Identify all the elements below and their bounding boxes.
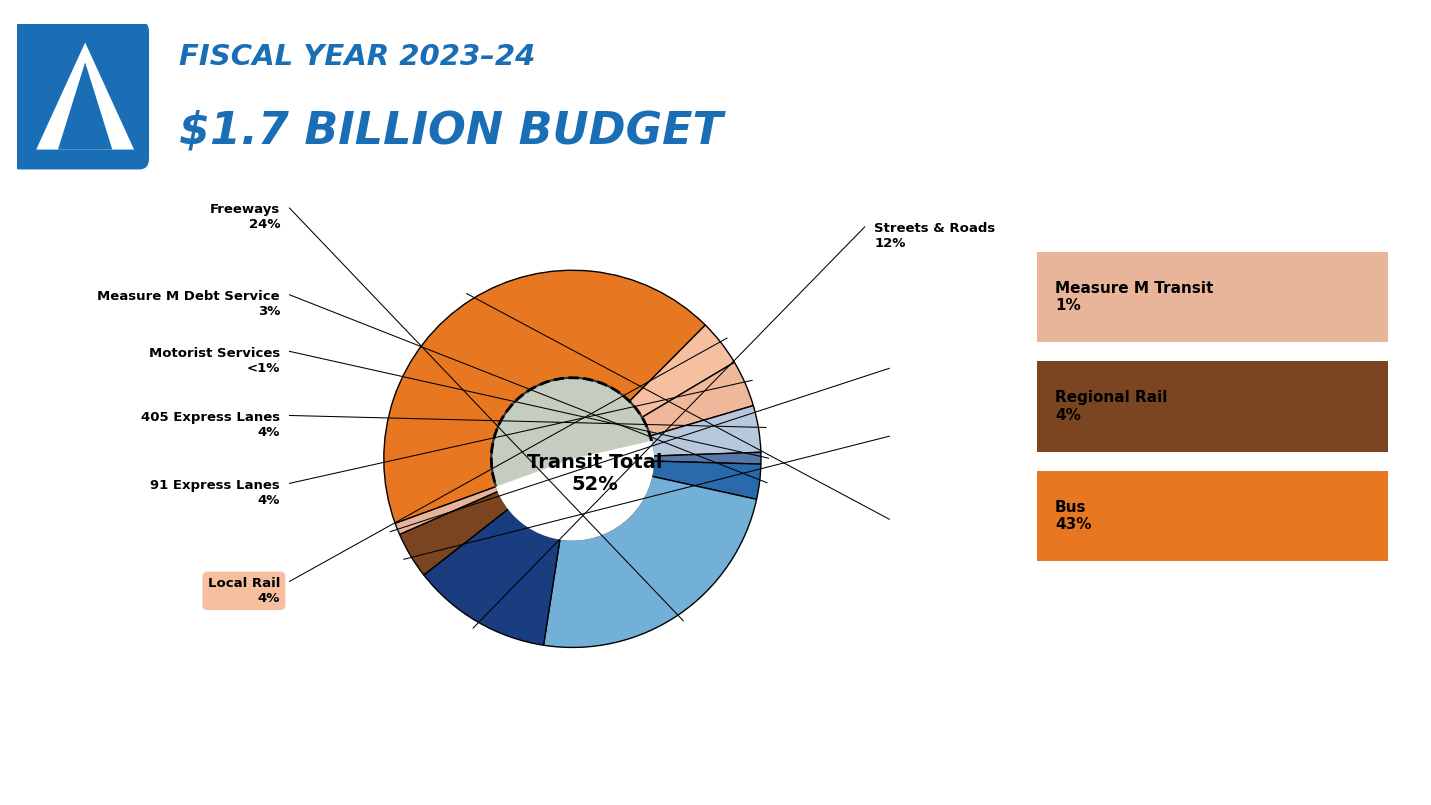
FancyBboxPatch shape xyxy=(10,21,149,169)
Text: $1.7 BILLION BUDGET: $1.7 BILLION BUDGET xyxy=(179,109,723,152)
Polygon shape xyxy=(36,43,135,150)
FancyBboxPatch shape xyxy=(1037,361,1388,452)
Wedge shape xyxy=(384,270,705,523)
Text: Measure M Transit
1%: Measure M Transit 1% xyxy=(1055,281,1213,313)
Text: 405 Express Lanes
4%: 405 Express Lanes 4% xyxy=(140,411,280,439)
Wedge shape xyxy=(651,461,761,499)
Polygon shape xyxy=(57,62,112,150)
Text: Streets & Roads
12%: Streets & Roads 12% xyxy=(874,222,996,250)
Wedge shape xyxy=(544,477,757,647)
Wedge shape xyxy=(424,509,560,646)
FancyBboxPatch shape xyxy=(1037,471,1388,561)
Text: Bus
43%: Bus 43% xyxy=(1055,500,1092,532)
Text: OCTA: OCTA xyxy=(60,155,110,172)
Wedge shape xyxy=(491,378,651,486)
Circle shape xyxy=(491,378,654,540)
Wedge shape xyxy=(650,406,761,456)
Text: Transit Total
52%: Transit Total 52% xyxy=(527,453,663,494)
Wedge shape xyxy=(630,325,734,417)
Text: Local Rail
4%: Local Rail 4% xyxy=(207,577,280,605)
Wedge shape xyxy=(399,491,508,575)
Wedge shape xyxy=(643,362,753,436)
Wedge shape xyxy=(654,452,761,464)
Wedge shape xyxy=(395,486,498,535)
Text: Measure M Debt Service
3%: Measure M Debt Service 3% xyxy=(97,290,280,318)
Text: FISCAL YEAR 2023–24: FISCAL YEAR 2023–24 xyxy=(179,43,535,71)
Text: Freeways
24%: Freeways 24% xyxy=(210,204,280,232)
FancyBboxPatch shape xyxy=(1037,252,1388,342)
Text: 91 Express Lanes
4%: 91 Express Lanes 4% xyxy=(150,479,280,507)
Text: Regional Rail
4%: Regional Rail 4% xyxy=(1055,390,1168,423)
Text: Motorist Services
<1%: Motorist Services <1% xyxy=(149,347,280,375)
